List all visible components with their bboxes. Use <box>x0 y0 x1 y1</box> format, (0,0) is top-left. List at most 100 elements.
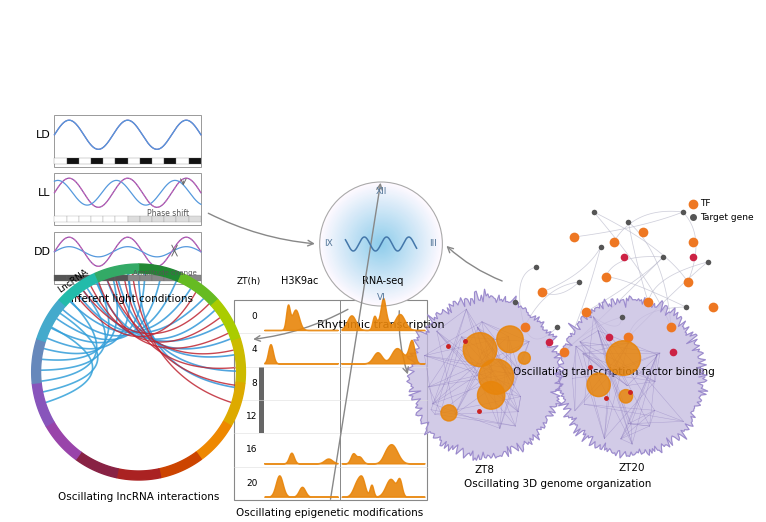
Bar <box>188 158 201 164</box>
Text: Oscillating epigenetic modifications: Oscillating epigenetic modifications <box>237 508 424 518</box>
Polygon shape <box>139 264 182 281</box>
Bar <box>164 216 176 222</box>
Text: VI: VI <box>377 292 385 302</box>
Text: IX: IX <box>324 240 333 248</box>
Circle shape <box>379 242 383 246</box>
Bar <box>54 158 67 164</box>
Polygon shape <box>555 296 708 458</box>
Circle shape <box>331 193 431 295</box>
Bar <box>54 115 201 167</box>
Circle shape <box>336 198 427 290</box>
Bar <box>54 275 67 281</box>
Text: Oscillating lncRNA interactions: Oscillating lncRNA interactions <box>58 492 219 502</box>
Text: Rhythmic transcription: Rhythmic transcription <box>317 320 445 330</box>
Bar <box>176 158 188 164</box>
Polygon shape <box>76 452 118 478</box>
Circle shape <box>329 192 433 296</box>
Bar <box>54 232 201 284</box>
Bar <box>176 275 188 281</box>
Bar <box>176 216 188 222</box>
Text: ZT20: ZT20 <box>618 463 645 473</box>
Circle shape <box>348 211 414 277</box>
Circle shape <box>365 228 397 260</box>
Text: 16: 16 <box>246 445 257 455</box>
Circle shape <box>360 223 401 265</box>
Circle shape <box>368 231 394 257</box>
Circle shape <box>358 221 404 267</box>
Circle shape <box>497 326 523 353</box>
Circle shape <box>327 189 435 299</box>
Bar <box>140 158 152 164</box>
Bar <box>79 158 91 164</box>
Circle shape <box>326 188 436 300</box>
Polygon shape <box>196 421 231 459</box>
Bar <box>164 275 176 281</box>
Circle shape <box>355 218 407 270</box>
Circle shape <box>378 241 385 247</box>
Circle shape <box>323 186 439 302</box>
Circle shape <box>343 206 419 282</box>
Bar <box>91 275 103 281</box>
Polygon shape <box>37 300 66 341</box>
Circle shape <box>339 202 423 286</box>
Polygon shape <box>46 421 81 459</box>
Circle shape <box>357 219 405 269</box>
Circle shape <box>375 238 387 250</box>
Circle shape <box>337 199 425 289</box>
Polygon shape <box>178 274 218 306</box>
Text: Oscillating transcription factor binding: Oscillating transcription factor binding <box>512 367 715 377</box>
Circle shape <box>344 207 417 281</box>
Circle shape <box>519 352 530 364</box>
Bar <box>152 158 164 164</box>
Polygon shape <box>232 339 245 383</box>
Circle shape <box>353 216 409 272</box>
Text: Target gene: Target gene <box>699 212 753 221</box>
Text: LncRNA: LncRNA <box>57 268 90 295</box>
Circle shape <box>354 217 408 271</box>
Text: 8: 8 <box>251 379 257 388</box>
Text: ZT8: ZT8 <box>475 465 495 475</box>
Text: LD: LD <box>36 130 51 140</box>
Bar <box>128 158 140 164</box>
Circle shape <box>342 205 421 283</box>
Circle shape <box>587 373 611 397</box>
Text: Oscillating 3D genome organization: Oscillating 3D genome organization <box>464 479 652 489</box>
Circle shape <box>364 227 398 261</box>
Circle shape <box>347 209 415 279</box>
Bar <box>128 275 140 281</box>
Bar <box>79 275 91 281</box>
Bar <box>234 300 427 500</box>
Circle shape <box>325 187 437 301</box>
Circle shape <box>376 239 386 249</box>
Text: TF: TF <box>699 199 710 208</box>
Circle shape <box>372 234 391 254</box>
Circle shape <box>363 226 399 263</box>
Polygon shape <box>32 382 54 426</box>
Circle shape <box>351 213 411 275</box>
Text: XII: XII <box>375 186 387 196</box>
Circle shape <box>380 243 382 245</box>
Text: RNA-seq: RNA-seq <box>362 276 404 286</box>
Circle shape <box>607 341 640 375</box>
Bar <box>116 216 128 222</box>
Text: 0: 0 <box>251 312 257 321</box>
Text: Phase shift: Phase shift <box>147 209 189 218</box>
Bar <box>116 158 128 164</box>
Polygon shape <box>59 274 99 306</box>
Polygon shape <box>95 264 139 281</box>
Circle shape <box>463 333 496 366</box>
Circle shape <box>345 208 417 280</box>
Circle shape <box>362 224 401 264</box>
Bar <box>188 216 201 222</box>
Bar <box>91 216 103 222</box>
Bar <box>67 275 79 281</box>
Circle shape <box>369 232 393 256</box>
Polygon shape <box>224 382 245 426</box>
Circle shape <box>333 196 429 292</box>
Polygon shape <box>211 300 241 341</box>
Bar <box>260 366 264 400</box>
Circle shape <box>341 203 421 285</box>
Polygon shape <box>159 452 201 478</box>
Circle shape <box>619 389 633 403</box>
Bar <box>164 158 176 164</box>
